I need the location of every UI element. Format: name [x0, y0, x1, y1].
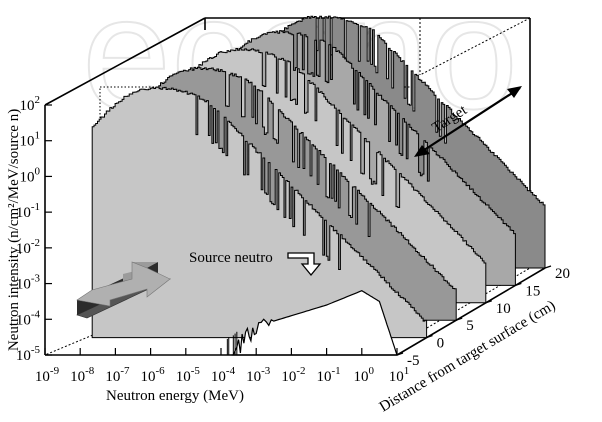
z-tick-label: 0 — [437, 336, 445, 352]
z-tick-label: -5 — [407, 353, 420, 369]
source-arrow-icon — [287, 252, 322, 277]
x-tick-label: 10-5 — [176, 365, 201, 385]
x-tick-label: 10-1 — [317, 365, 341, 385]
z-tick-label: 5 — [466, 318, 474, 334]
x-tick-marks — [44, 348, 398, 355]
z-tick — [515, 282, 522, 286]
target-arrowhead-up — [507, 86, 522, 98]
y-tick-label: 101 — [20, 130, 41, 150]
y-tick-label: 100 — [20, 165, 41, 185]
z-tick-label: 20 — [555, 266, 570, 282]
beam-arrow-icon — [76, 261, 171, 319]
z-tick-label: 10 — [496, 301, 511, 317]
source-spectrum — [231, 290, 398, 356]
box-top-left-edge — [44, 17, 206, 106]
y-axis-label: Neutron intensity (n/cm²/MeV/source n) — [6, 109, 22, 351]
x-tick-label: 10-3 — [246, 365, 271, 385]
x-axis-label: Neutron energy (MeV) — [106, 388, 244, 404]
z-tick — [544, 265, 552, 269]
x-tick-label: 10-9 — [35, 365, 60, 385]
source-label: Source neutro — [189, 250, 273, 266]
x-tick-label: 10-4 — [211, 365, 236, 385]
z-tick — [396, 352, 404, 356]
x-tick-label: 10-6 — [141, 365, 166, 385]
z-tick-labels: -5 0 5 10 15 20 — [396, 265, 570, 369]
z-tick — [456, 317, 463, 321]
source-annotation: Source neutro — [189, 250, 322, 277]
target-arrowhead-down — [414, 145, 430, 157]
y-tick-label: 102 — [20, 94, 41, 114]
x-tick-label: 10-2 — [281, 365, 305, 385]
spectrum-layer-z0 — [91, 86, 428, 339]
z-axis-line — [396, 267, 546, 356]
spectra-layers — [91, 15, 546, 356]
x-tick-label: 10-7 — [105, 365, 130, 385]
x-tick-label: 10-8 — [70, 365, 95, 385]
z-tick — [485, 300, 492, 304]
x-tick-label: 100 — [354, 365, 375, 385]
x-tick-labels: 10-9 10-8 10-7 10-6 10-5 10-4 10-3 10-2 10-1 100 1… — [35, 365, 409, 385]
z-tick-label: 15 — [525, 283, 540, 299]
z-tick — [426, 335, 433, 339]
y-tick-marks — [45, 104, 52, 356]
